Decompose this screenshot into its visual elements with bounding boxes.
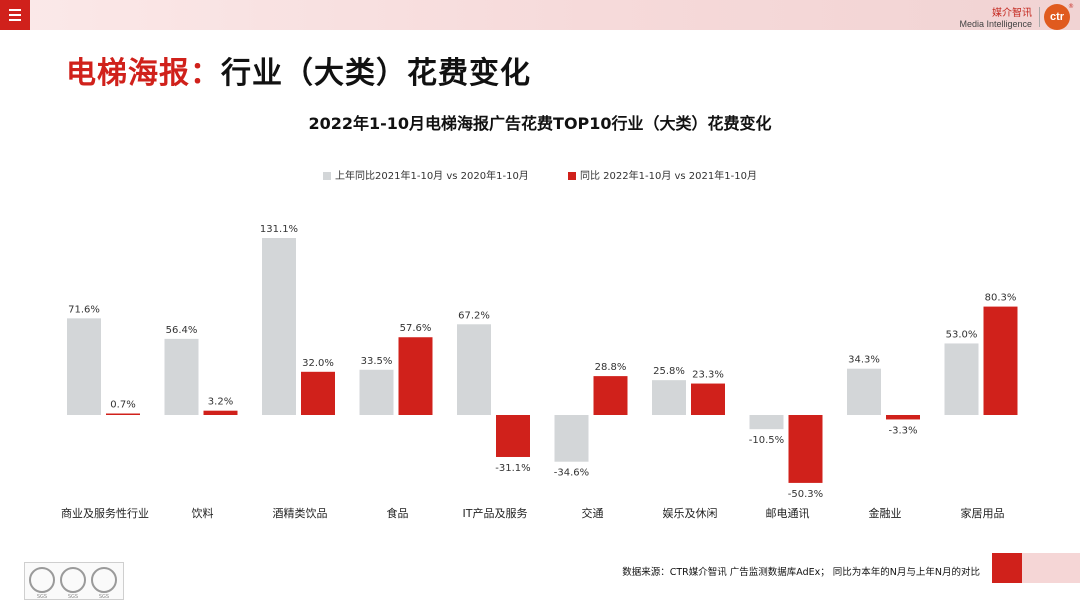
category-label-6: 娱乐及休闲 <box>663 506 718 520</box>
legend-label-curr: 同比 2022年1-10月 vs 2021年1-10月 <box>580 171 757 182</box>
bar-s0-4 <box>457 324 491 415</box>
data-label-s1-9: 80.3% <box>985 293 1017 304</box>
category-label-0: 商业及服务性行业 <box>61 506 149 520</box>
brand-name-cn: 媒介智讯 <box>992 8 1032 19</box>
data-label-s0-6: 25.8% <box>653 366 685 377</box>
bar-s0-3 <box>359 369 394 415</box>
chart-legend: 上年同比2021年1-10月 vs 2020年1-10月 同比 2022年1-1… <box>0 167 1080 182</box>
registered-mark: ® <box>1068 3 1074 10</box>
data-label-s1-5: 28.8% <box>595 362 627 373</box>
page-title: 电梯海报：行业（大类）花费变化 <box>66 48 531 92</box>
bar-s0-8 <box>847 368 881 415</box>
category-label-7: 邮电通讯 <box>766 507 810 520</box>
bar-s0-1 <box>164 338 199 415</box>
brand-divider <box>1039 7 1040 27</box>
ctr-logo: ctr <box>1044 4 1070 30</box>
bar-s0-5 <box>554 415 589 462</box>
chart-title: 2022年1-10月电梯海报广告花费TOP10行业（大类）花费变化 <box>308 114 772 133</box>
menu-icon[interactable] <box>0 0 30 30</box>
data-label-s1-2: 32.0% <box>302 358 334 369</box>
data-label-s0-3: 33.5% <box>361 356 393 367</box>
data-source-note: 数据来源：CTR媒介智讯 广告监测数据库AdEx； 同比为本年的N月与上年N月的… <box>622 567 980 578</box>
data-label-s0-1: 56.4% <box>166 325 198 336</box>
data-label-s1-8: -3.3% <box>888 425 917 436</box>
bar-s1-5 <box>593 376 628 415</box>
sgs-seal-icon: SGS <box>29 567 55 600</box>
bar-s0-7 <box>749 415 784 430</box>
footer-accent-pink <box>1022 553 1080 583</box>
data-label-s0-9: 53.0% <box>946 329 978 340</box>
top-bar: 媒介智讯 Media Intelligence ctr ® <box>0 0 1080 30</box>
legend-item-prev-year: 上年同比2021年1-10月 vs 2020年1-10月 <box>323 167 529 182</box>
legend-swatch-curr <box>568 172 576 180</box>
bar-s1-2 <box>301 371 335 415</box>
bar-s1-7 <box>788 415 823 483</box>
bar-s1-8 <box>886 415 920 420</box>
data-label-s1-1: 3.2% <box>208 397 233 408</box>
category-label-5: 交通 <box>582 506 604 520</box>
bar-s1-1 <box>203 410 238 415</box>
cert-label: SGS <box>67 594 79 600</box>
sgs-seal-icon: SGS <box>91 567 117 600</box>
legend-label-prev: 上年同比2021年1-10月 vs 2020年1-10月 <box>335 171 529 182</box>
data-label-s0-7: -10.5% <box>749 435 784 446</box>
bar-s0-9 <box>944 343 979 415</box>
data-label-s1-0: 0.7% <box>110 400 135 411</box>
footer-accent-red <box>992 553 1022 583</box>
legend-item-this-year: 同比 2022年1-10月 vs 2021年1-10月 <box>568 167 757 182</box>
brand-name-en: Media Intelligence <box>959 19 1032 29</box>
legend-swatch-prev <box>323 172 332 180</box>
certification-logos: SGS SGS SGS <box>24 562 124 600</box>
category-label-9: 家居用品 <box>961 506 1005 520</box>
data-label-s0-8: 34.3% <box>848 355 880 366</box>
bar-s0-2 <box>262 238 296 415</box>
category-label-4: IT产品及服务 <box>463 506 528 520</box>
data-label-s1-3: 57.6% <box>400 323 432 334</box>
data-label-s1-7: -50.3% <box>788 489 823 500</box>
bar-s1-9 <box>983 306 1018 415</box>
data-label-s0-2: 131.1% <box>260 224 298 235</box>
bar-s0-0 <box>67 318 101 415</box>
category-label-8: 金融业 <box>869 506 902 520</box>
bar-s0-6 <box>652 380 686 415</box>
bar-s1-4 <box>496 415 530 457</box>
data-label-s0-5: -34.6% <box>554 468 589 479</box>
cert-label: SGS <box>36 594 48 600</box>
bar-s1-3 <box>398 337 433 415</box>
data-label-s1-4: -31.1% <box>495 463 530 474</box>
data-label-s1-6: 23.3% <box>692 370 724 381</box>
brand-text: 媒介智讯 Media Intelligence <box>959 8 1032 30</box>
category-label-3: 食品 <box>387 506 409 520</box>
category-label-1: 饮料 <box>192 506 214 520</box>
page-title-topic: 电梯海报： <box>66 56 221 91</box>
sgs-seal-icon: SGS <box>60 567 86 600</box>
data-label-s0-0: 71.6% <box>68 304 100 315</box>
bar-s1-6 <box>691 383 725 415</box>
data-label-s0-4: 67.2% <box>458 310 490 321</box>
page-title-subject: 行业（大类）花费变化 <box>221 56 531 91</box>
category-label-2: 酒精类饮品 <box>273 506 328 520</box>
cert-label: SGS <box>98 594 110 600</box>
bar-s1-0 <box>106 413 140 415</box>
